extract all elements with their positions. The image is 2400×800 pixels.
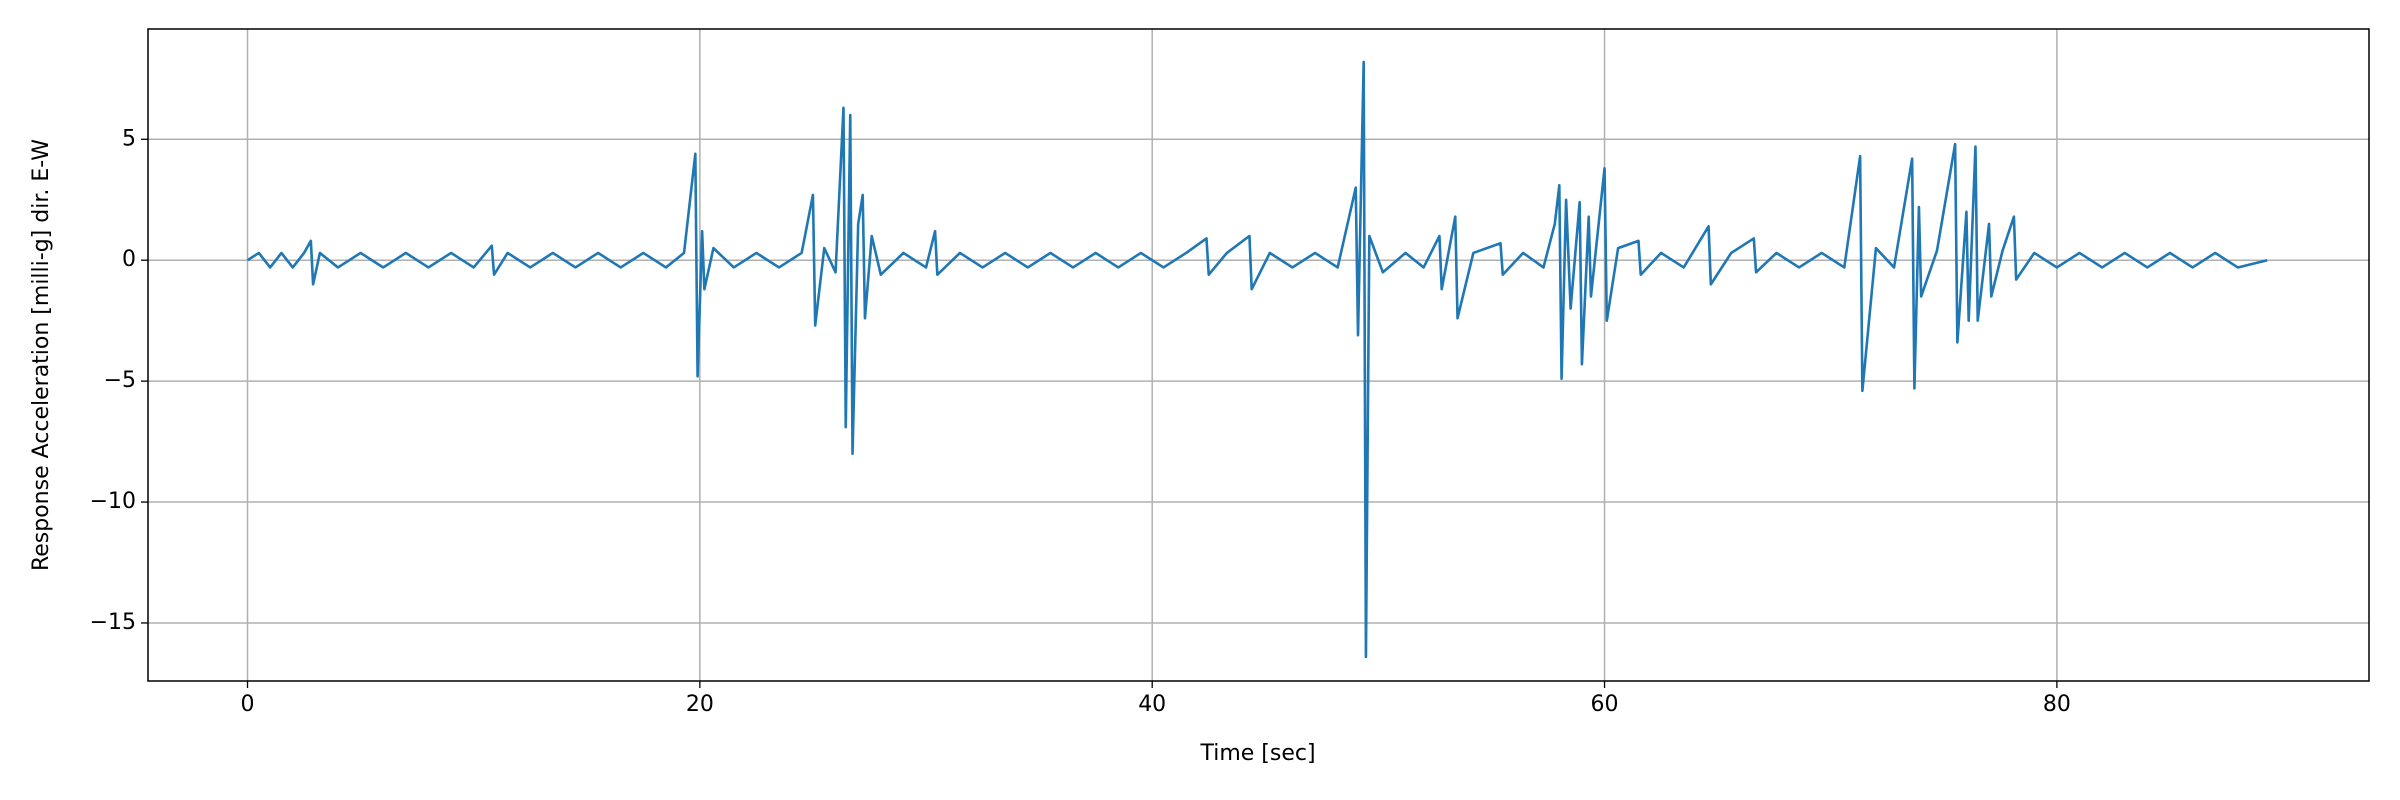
x-tick-label: 60 [1591,692,1619,717]
y-tick-label: 5 [122,126,136,151]
x-tick-label: 20 [686,692,714,717]
plot-frame [147,28,2370,682]
x-axis-label: Time [sec] [1199,741,1315,766]
y-tick-label: −15 [90,610,136,635]
y-tick-label: 0 [122,247,136,272]
y-axis-label: Response Acceleration [milli-g] dir. E-W [29,139,54,571]
x-tick-label: 80 [2043,692,2071,717]
data-line [246,60,2268,659]
y-tick-label: −5 [104,368,136,393]
y-tick-label: −10 [90,489,136,514]
x-tick-label: 0 [241,692,255,717]
x-tick-label: 40 [1138,692,1166,717]
